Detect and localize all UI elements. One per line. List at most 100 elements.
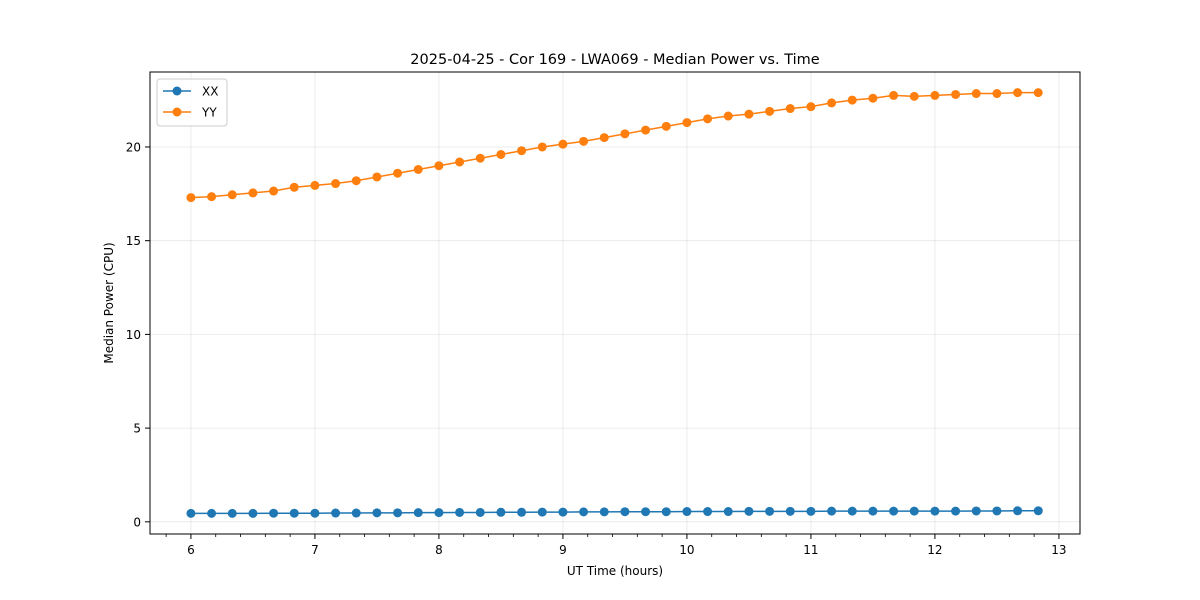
y-tick-label: 5: [133, 422, 141, 436]
data-point-xx: [992, 506, 1002, 516]
x-tick-label: 9: [559, 543, 567, 557]
data-point-yy: [372, 172, 382, 182]
data-point-yy: [289, 182, 299, 192]
data-point-xx: [475, 507, 485, 517]
data-point-xx: [1013, 506, 1023, 516]
data-point-yy: [909, 91, 919, 101]
data-point-xx: [909, 506, 919, 516]
data-point-yy: [744, 109, 754, 119]
data-point-xx: [1033, 506, 1043, 516]
x-tick-label: 13: [1051, 543, 1066, 557]
y-tick-label: 10: [126, 328, 141, 342]
data-point-yy: [393, 168, 403, 178]
data-point-yy: [455, 157, 465, 167]
legend-label-yy: YY: [201, 106, 217, 120]
data-point-xx: [661, 507, 671, 517]
chart-title: 2025-04-25 - Cor 169 - LWA069 - Median P…: [410, 52, 819, 68]
data-point-yy: [1013, 88, 1023, 98]
data-point-xx: [331, 508, 341, 518]
data-point-yy: [1033, 88, 1043, 98]
data-point-xx: [868, 506, 878, 516]
legend-label-xx: XX: [202, 85, 218, 99]
data-point-yy: [992, 89, 1002, 99]
data-point-yy: [889, 90, 899, 100]
data-point-yy: [207, 192, 217, 202]
data-point-xx: [785, 506, 795, 516]
x-tick-label: 12: [927, 543, 942, 557]
data-point-xx: [310, 508, 320, 518]
data-point-yy: [496, 149, 506, 159]
data-point-xx: [517, 507, 527, 517]
data-point-xx: [537, 507, 547, 517]
data-point-yy: [682, 118, 692, 128]
data-point-xx: [806, 506, 816, 516]
data-point-xx: [393, 508, 403, 518]
data-point-yy: [620, 129, 630, 139]
data-point-xx: [579, 507, 589, 517]
data-point-xx: [186, 508, 196, 518]
data-point-yy: [723, 111, 733, 121]
y-tick-label: 0: [133, 515, 141, 529]
data-point-xx: [620, 507, 630, 517]
data-point-xx: [971, 506, 981, 516]
legend-marker-yy: [172, 107, 182, 117]
data-point-yy: [641, 125, 651, 135]
data-point-xx: [930, 506, 940, 516]
data-point-yy: [765, 106, 775, 116]
data-point-yy: [661, 121, 671, 131]
data-point-yy: [827, 98, 837, 108]
data-point-yy: [847, 95, 857, 105]
data-point-yy: [930, 90, 940, 100]
data-point-xx: [847, 506, 857, 516]
data-point-xx: [413, 508, 423, 518]
data-point-xx: [951, 506, 961, 516]
data-point-xx: [372, 508, 382, 518]
data-point-yy: [351, 176, 361, 186]
data-point-yy: [703, 114, 713, 124]
data-point-yy: [186, 193, 196, 203]
plot-area: [150, 72, 1080, 534]
axes: 6 7 8 9 10 11 12 13 0 5 10 15 20: [126, 140, 1067, 557]
data-point-yy: [269, 186, 279, 196]
y-tick-label: 15: [126, 234, 141, 248]
legend-marker-xx: [172, 86, 182, 96]
data-point-yy: [806, 102, 816, 112]
plot-frame: [149, 71, 1081, 535]
y-axis-label: Median Power (CPU): [102, 242, 116, 363]
data-point-xx: [455, 507, 465, 517]
data-point-yy: [537, 142, 547, 152]
data-point-xx: [682, 507, 692, 517]
data-point-xx: [558, 507, 568, 517]
data-point-yy: [413, 164, 423, 174]
data-point-yy: [558, 139, 568, 149]
data-point-yy: [331, 179, 341, 189]
x-tick-label: 10: [679, 543, 694, 557]
data-point-yy: [227, 190, 237, 200]
x-tick-label: 8: [435, 543, 443, 557]
data-point-yy: [434, 161, 444, 171]
legend: XX YY: [156, 78, 228, 127]
data-point-xx: [723, 507, 733, 517]
data-point-yy: [475, 153, 485, 163]
data-point-xx: [765, 506, 775, 516]
data-point-xx: [269, 508, 279, 518]
data-point-yy: [248, 188, 258, 198]
data-point-xx: [248, 508, 258, 518]
data-point-yy: [971, 89, 981, 99]
data-point-xx: [744, 506, 754, 516]
data-point-xx: [641, 507, 651, 517]
data-point-xx: [434, 508, 444, 518]
data-point-yy: [951, 89, 961, 99]
data-point-xx: [207, 508, 217, 518]
data-point-xx: [289, 508, 299, 518]
data-point-yy: [785, 104, 795, 114]
data-point-xx: [227, 508, 237, 518]
grid: [150, 72, 1080, 534]
data-point-xx: [889, 506, 899, 516]
data-point-yy: [310, 180, 320, 190]
series-layer: [186, 88, 1043, 518]
data-point-yy: [599, 133, 609, 143]
data-point-yy: [517, 146, 527, 156]
data-point-xx: [496, 507, 506, 517]
